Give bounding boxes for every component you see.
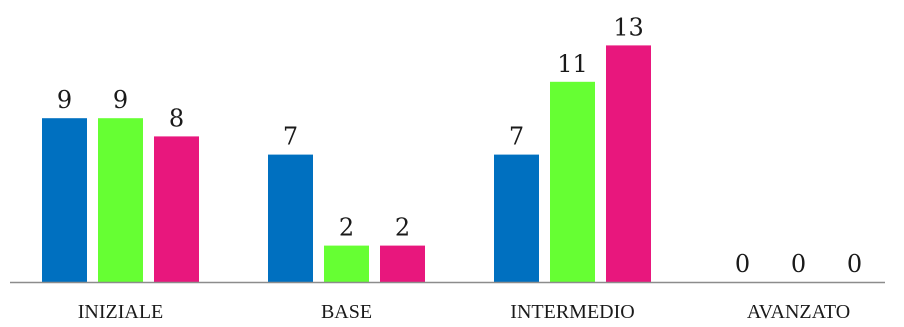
bar-intermedio-series-2	[550, 81, 595, 282]
bar-intermedio-series-3	[606, 45, 651, 283]
bar-base-series-1	[268, 154, 313, 282]
bar-iniziale-series-2	[98, 118, 143, 282]
bar-iniziale-series-3	[154, 136, 199, 282]
data-label-avanzato-series-2: 0	[791, 250, 806, 278]
x-tick-label-iniziale: INIZIALE	[78, 301, 164, 323]
x-tick-label-intermedio: INTERMEDIO	[510, 301, 634, 323]
data-label-avanzato-series-1: 0	[735, 250, 750, 278]
data-label-avanzato-series-3: 0	[847, 250, 862, 278]
data-label-iniziale-series-1: 9	[57, 86, 72, 114]
data-labels-layer: 9 9 8 7 2 2 7 11 13 0 0 0	[57, 13, 862, 278]
x-tick-labels-layer: INIZIALE BASE INTERMEDIO AVANZATO	[78, 301, 850, 323]
data-label-intermedio-series-1: 7	[509, 123, 524, 151]
data-label-iniziale-series-3: 8	[169, 104, 184, 132]
data-label-base-series-3: 2	[395, 214, 410, 242]
data-label-base-series-2: 2	[339, 214, 354, 242]
x-tick-label-avanzato: AVANZATO	[747, 301, 850, 323]
bar-base-series-2	[324, 245, 369, 282]
bar-base-series-3	[380, 245, 425, 282]
x-tick-label-base: BASE	[321, 301, 372, 323]
data-label-intermedio-series-3: 13	[613, 13, 644, 41]
data-label-intermedio-series-2: 11	[557, 50, 588, 78]
bar-iniziale-series-1	[42, 118, 87, 282]
bar-intermedio-series-1	[494, 154, 539, 282]
bars-layer	[42, 45, 651, 283]
data-label-iniziale-series-2: 9	[113, 86, 128, 114]
data-label-base-series-1: 7	[283, 123, 298, 151]
